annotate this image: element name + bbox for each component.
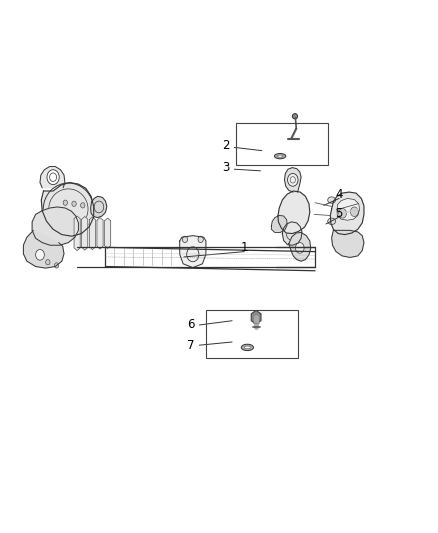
Ellipse shape	[244, 346, 251, 349]
Polygon shape	[337, 198, 360, 220]
Circle shape	[182, 236, 187, 243]
Ellipse shape	[275, 154, 286, 159]
Ellipse shape	[292, 114, 297, 119]
Circle shape	[72, 201, 76, 206]
Polygon shape	[278, 191, 310, 233]
Text: 5: 5	[336, 207, 343, 220]
Polygon shape	[105, 218, 111, 248]
Circle shape	[81, 203, 85, 208]
Bar	[237, 123, 328, 165]
Circle shape	[46, 260, 50, 265]
Polygon shape	[40, 166, 65, 188]
Ellipse shape	[278, 155, 283, 157]
Polygon shape	[41, 182, 94, 236]
Ellipse shape	[328, 197, 336, 203]
Text: 3: 3	[222, 161, 229, 174]
Circle shape	[288, 173, 298, 186]
Circle shape	[198, 236, 203, 243]
Circle shape	[295, 243, 304, 253]
Circle shape	[339, 208, 346, 218]
Polygon shape	[91, 196, 107, 217]
Polygon shape	[97, 217, 103, 249]
Polygon shape	[32, 207, 78, 245]
Polygon shape	[89, 217, 95, 249]
Text: 7: 7	[187, 338, 194, 352]
Polygon shape	[285, 167, 301, 192]
Text: 1: 1	[240, 241, 248, 254]
Polygon shape	[180, 236, 206, 268]
Circle shape	[35, 249, 44, 260]
Polygon shape	[330, 192, 364, 235]
Text: 6: 6	[187, 319, 194, 332]
Text: 4: 4	[336, 188, 343, 201]
Polygon shape	[332, 230, 364, 257]
Circle shape	[63, 200, 67, 205]
Polygon shape	[289, 232, 311, 261]
Polygon shape	[251, 310, 261, 324]
Circle shape	[54, 263, 59, 268]
Ellipse shape	[328, 218, 336, 224]
Polygon shape	[272, 215, 287, 232]
Polygon shape	[81, 216, 88, 250]
Text: 2: 2	[222, 139, 230, 152]
Polygon shape	[283, 222, 302, 245]
Polygon shape	[23, 230, 64, 268]
Polygon shape	[74, 216, 80, 251]
Circle shape	[47, 169, 59, 184]
Circle shape	[350, 207, 358, 216]
Bar	[206, 310, 297, 358]
Ellipse shape	[241, 344, 254, 351]
